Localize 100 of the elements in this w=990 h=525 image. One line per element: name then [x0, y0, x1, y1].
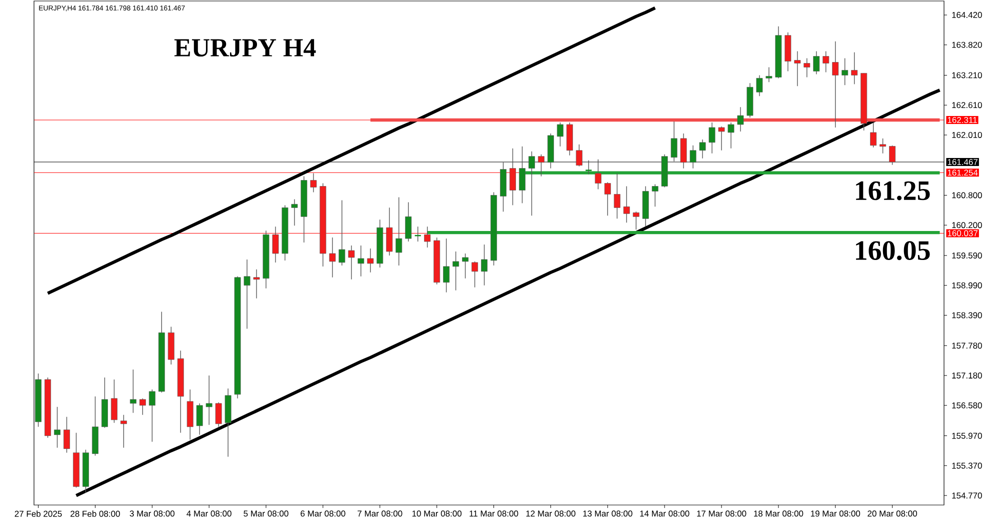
candlestick — [804, 58, 810, 78]
ref-line-label: 160.037 — [948, 230, 978, 236]
x-tick-label: 12 Mar 08:00 — [526, 510, 576, 517]
y-tick-label: 159.590 — [952, 252, 982, 258]
candlestick — [842, 58, 848, 86]
x-tick-label: 19 Mar 08:00 — [810, 510, 860, 517]
candlestick — [528, 151, 535, 216]
candlestick — [584, 160, 592, 175]
y-tick-label: 154.770 — [952, 492, 982, 499]
candlestick — [880, 138, 886, 154]
candlestick — [396, 196, 402, 266]
y-tick-label: 163.820 — [952, 42, 982, 48]
x-tick-label: 10 Mar 08:00 — [412, 510, 462, 517]
candlestick — [310, 172, 317, 193]
annotation: 161.25 — [856, 181, 930, 200]
x-tick-label: 20 Mar 08:00 — [868, 510, 917, 517]
candlestick — [718, 126, 725, 151]
x-tick-label: 17 Mar 08:00 — [697, 510, 746, 517]
candlestick — [614, 172, 620, 219]
x-tick-label: 7 Mar 08:00 — [358, 510, 402, 517]
candlestick — [851, 52, 858, 85]
x-tick-label: 13 Mar 08:00 — [583, 510, 632, 517]
x-tick-label: 4 Mar 08:00 — [186, 510, 232, 517]
candlestick — [604, 182, 611, 216]
candlestick — [832, 40, 839, 128]
candlestick — [889, 145, 896, 166]
ref-line-label: 161.467 — [948, 159, 978, 166]
candlestick — [272, 226, 279, 263]
candlestick — [594, 159, 602, 190]
y-tick-label: 158.390 — [952, 312, 982, 318]
x-tick-label: 11 Mar 08:00 — [470, 510, 518, 517]
x-tick-label: 14 Mar 08:00 — [640, 510, 690, 517]
y-tick-label: 164.420 — [952, 12, 982, 18]
y-tick-label: 157.780 — [952, 342, 982, 349]
candlestick — [822, 50, 830, 73]
candlestick — [510, 148, 516, 206]
x-tick-label: 18 Mar 08:00 — [754, 510, 804, 517]
candlestick — [737, 106, 744, 132]
candlestick — [481, 244, 488, 286]
candlestick — [576, 144, 582, 167]
y-tick-label: 160.200 — [952, 222, 982, 228]
candlestick — [670, 121, 678, 162]
candlestick — [110, 379, 118, 424]
y-tick-label: 162.610 — [952, 102, 982, 108]
y-tick-label: 158.990 — [952, 282, 982, 288]
candlestick — [632, 211, 640, 230]
candlestick — [54, 406, 60, 448]
y-tick-label: 155.370 — [952, 462, 982, 469]
y-tick-label: 163.210 — [952, 72, 982, 78]
candlestick — [244, 259, 250, 330]
candlestick — [405, 202, 412, 242]
candlestick — [253, 269, 260, 299]
candlestick — [329, 237, 336, 278]
candlestick — [728, 122, 734, 149]
candlestick — [680, 133, 687, 169]
candlestick — [424, 226, 431, 248]
candlestick — [338, 200, 346, 266]
candlestick — [64, 416, 70, 454]
candlestick — [472, 261, 478, 288]
x-tick-label: 3 Mar 08:00 — [130, 510, 174, 517]
candlestick — [452, 251, 460, 291]
candlestick — [708, 122, 716, 154]
candlestick — [348, 245, 355, 280]
candlestick — [148, 389, 156, 442]
candlestick — [652, 184, 658, 208]
candlestick — [556, 122, 564, 147]
text: EURJPY H4 — [174, 39, 316, 57]
candlestick — [139, 398, 146, 416]
annotation: 160.05 — [856, 241, 930, 260]
candlestick — [690, 145, 696, 169]
x-tick-label: 27 Feb 2025 — [14, 510, 62, 517]
candlestick — [538, 154, 544, 177]
x-tick-label: 28 Feb 08:00 — [70, 510, 120, 517]
candlestick — [291, 198, 298, 226]
candlestick — [196, 403, 203, 436]
candlestick — [358, 245, 364, 277]
x-tick-label: 5 Mar 08:00 — [244, 510, 288, 517]
candlestick — [623, 186, 630, 223]
candlestick — [813, 50, 820, 75]
candlestick — [386, 207, 393, 256]
candlestick — [519, 146, 526, 204]
y-tick-label: 155.970 — [952, 432, 982, 439]
candlestick — [120, 414, 127, 448]
candlestick — [756, 74, 763, 96]
candlestick — [215, 402, 222, 428]
y-tick-label: 160.800 — [952, 192, 982, 198]
candlestick — [130, 369, 136, 414]
y-tick-label: 156.580 — [952, 402, 982, 408]
candlestick — [699, 139, 706, 159]
candlestick — [206, 375, 212, 426]
y-tick-label: 162.010 — [952, 132, 982, 138]
candlestick — [794, 50, 801, 87]
x-tick-label: 6 Mar 08:00 — [300, 510, 346, 517]
candlestick — [443, 238, 450, 293]
candlestick — [870, 122, 877, 148]
candlestick — [766, 66, 772, 83]
candlestick — [367, 248, 374, 273]
ref-line-label: 161.254 — [948, 170, 978, 176]
y-tick-label: 157.180 — [952, 372, 982, 379]
ref-line-label: 162.311 — [948, 116, 977, 123]
